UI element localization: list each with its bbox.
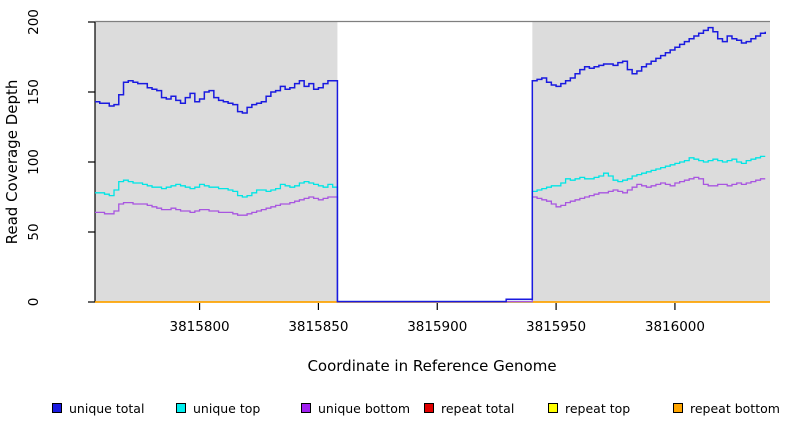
legend-label: unique bottom: [318, 400, 411, 416]
x-axis-tick-label: 3816000: [645, 319, 705, 335]
legend-label: repeat total: [441, 400, 515, 416]
legend-swatch-icon: [176, 403, 186, 413]
legend-label: unique total: [69, 400, 145, 416]
shaded-regions-layer: [95, 20, 770, 302]
x-axis-tick-label: 3815900: [407, 319, 467, 335]
legend-item-repeat-total: repeat total: [424, 398, 514, 418]
legend-item-repeat-bottom: repeat bottom: [673, 398, 780, 418]
legend-swatch-icon: [424, 403, 434, 413]
legend-swatch-icon: [52, 403, 62, 413]
legend-item-repeat-top: repeat top: [548, 398, 630, 418]
series-line-unique-bottom: [95, 176, 766, 303]
legend-item-unique-total: unique total: [52, 398, 144, 418]
y-axis-tick-label: 150: [26, 79, 42, 105]
x-axis-tick-label: 3815950: [526, 319, 586, 335]
legend-swatch-icon: [673, 403, 683, 413]
x-axis-title: Coordinate in Reference Genome: [307, 357, 556, 375]
series-layer: [95, 26, 770, 303]
shaded-region: [532, 22, 770, 302]
legend-item-unique-top: unique top: [176, 398, 260, 418]
axes-layer: 0 50 100 150 200 3815800 3815850 3815900 3815950…: [26, 9, 705, 335]
y-axis-tick-label: 0: [26, 298, 42, 307]
y-axis-tick-label: 100: [26, 149, 42, 175]
legend-label: repeat top: [565, 400, 631, 416]
chart-legend: unique total unique top unique bottom repea…: [0, 398, 792, 424]
x-axis-tick-label: 3815800: [170, 319, 230, 335]
shaded-region: [95, 22, 338, 302]
legend-swatch-icon: [548, 403, 558, 413]
series-line-unique-total: [95, 26, 766, 303]
x-axis-tick-label: 3815850: [288, 319, 348, 335]
legend-swatch-icon: [301, 403, 311, 413]
y-axis-title: Read Coverage Depth: [3, 80, 21, 245]
legend-item-unique-bottom: unique bottom: [301, 398, 410, 418]
legend-label: repeat bottom: [690, 400, 780, 416]
legend-label: unique top: [193, 400, 261, 416]
y-axis-tick-label: 200: [26, 9, 42, 35]
coverage-chart: 0 50 100 150 200 3815800 3815850 3815900 3815950…: [3, 9, 770, 375]
y-axis-tick-label: 50: [26, 223, 42, 240]
